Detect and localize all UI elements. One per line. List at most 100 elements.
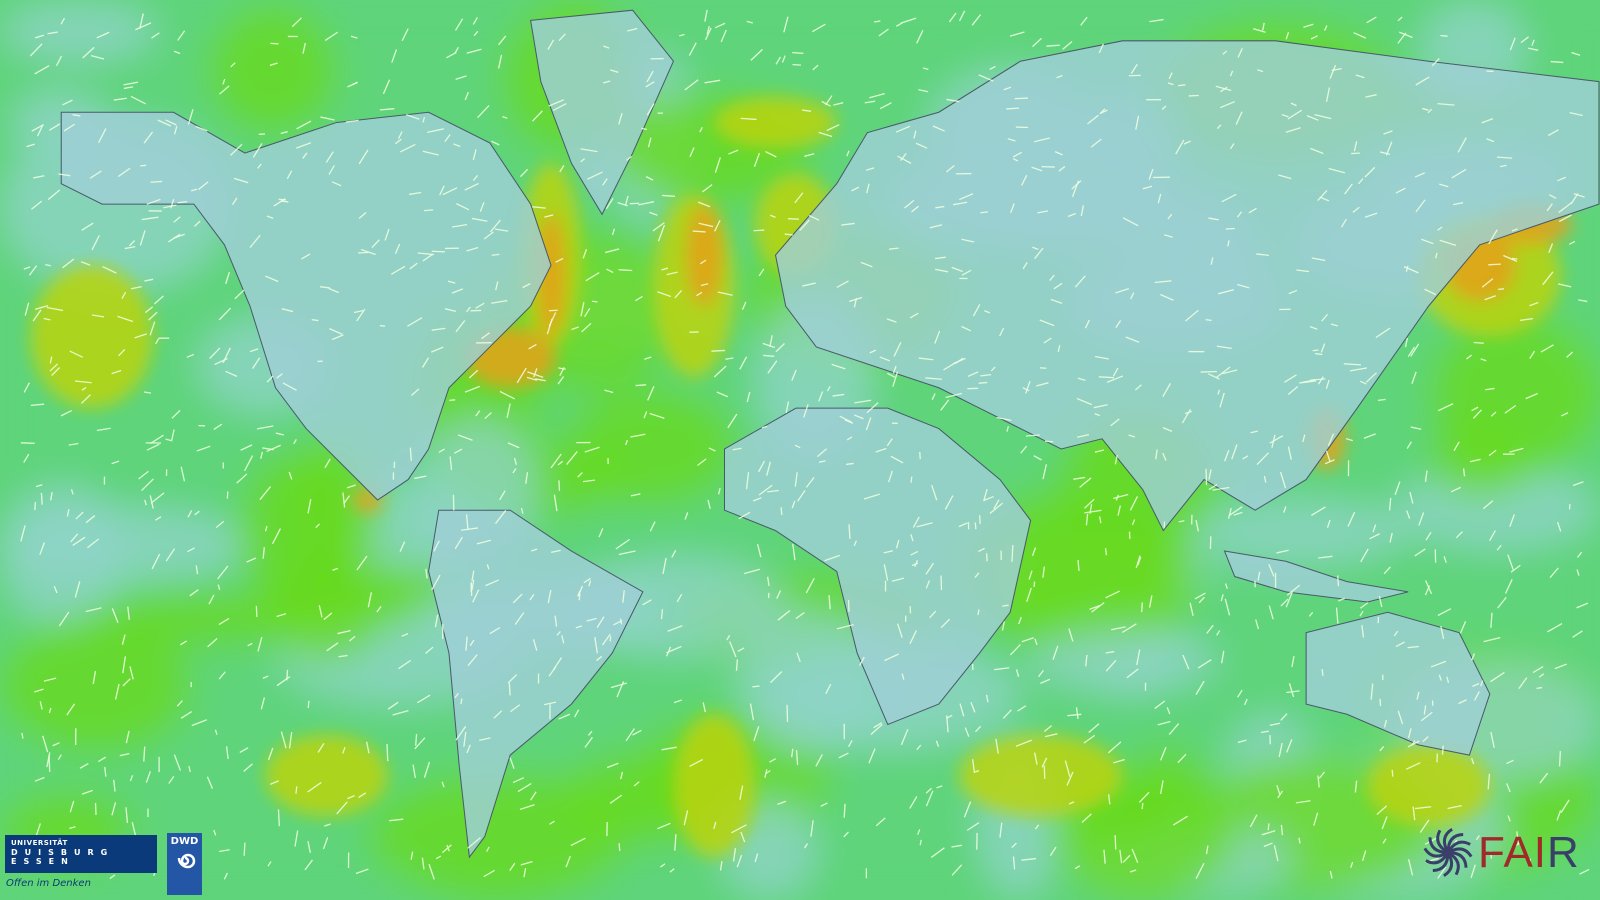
wind-streak	[471, 579, 475, 591]
wind-streak	[558, 480, 561, 491]
wind-streak	[1353, 32, 1367, 39]
wind-streak	[1437, 102, 1455, 106]
wind-streak	[978, 547, 985, 553]
wind-streak	[491, 299, 508, 304]
wind-streak	[1557, 176, 1566, 182]
wind-streak	[558, 33, 566, 42]
wind-streak	[153, 295, 164, 305]
wind-streak	[1285, 127, 1301, 133]
wind-streak	[189, 589, 199, 597]
wind-streak	[554, 615, 558, 627]
wind-streak	[1291, 656, 1295, 668]
wind-streak	[994, 667, 1010, 671]
wind-streak	[1511, 228, 1518, 232]
wind-streak	[1286, 739, 1293, 753]
wind-streak	[1406, 762, 1421, 770]
wind-streak	[465, 636, 468, 651]
wind-streak	[609, 636, 612, 642]
wind-streak	[1073, 476, 1086, 480]
wind-streak	[916, 30, 924, 44]
wind-streak	[234, 289, 245, 300]
wind-streak	[802, 282, 816, 287]
wind-streak	[213, 423, 223, 430]
wind-streak	[528, 343, 537, 350]
land-masses	[60, 9, 1600, 859]
wind-streak	[219, 85, 230, 95]
wind-streak	[544, 214, 554, 218]
wind-streak	[358, 211, 367, 220]
wind-streak	[1208, 217, 1219, 221]
wind-streak	[708, 447, 716, 452]
wind-streak	[239, 747, 249, 753]
wind-streak	[295, 786, 298, 794]
wind-streak	[945, 392, 963, 399]
wind-streak	[1488, 530, 1497, 542]
wind-streak	[1381, 816, 1388, 830]
wind-streak	[394, 243, 401, 255]
wind-streak	[1033, 752, 1038, 765]
wind-streak	[1407, 728, 1412, 739]
wind-streak	[606, 762, 619, 769]
wind-streak	[596, 616, 605, 628]
wind-streak	[1506, 783, 1511, 793]
wind-streak	[317, 742, 325, 753]
wind-streak	[739, 356, 748, 370]
wind-streak	[854, 414, 864, 420]
wind-streak	[1107, 741, 1122, 754]
wind-streak	[851, 186, 860, 192]
wind-streak	[190, 188, 198, 192]
wind-streak	[1412, 806, 1416, 821]
wind-streak	[21, 732, 24, 739]
wind-streak	[1532, 665, 1544, 674]
wind-streak	[1224, 598, 1231, 616]
wind-streak	[111, 608, 119, 624]
wind-streak	[213, 829, 217, 836]
wind-streak	[535, 378, 546, 382]
wind-streak	[566, 451, 578, 465]
wind-streak	[1554, 663, 1567, 670]
wind-streak	[843, 831, 849, 838]
wind-streak	[1420, 711, 1433, 722]
wind-streak	[1178, 84, 1186, 87]
wind-streak	[606, 268, 614, 274]
wind-streak	[1215, 85, 1232, 92]
wind-streak	[441, 844, 452, 854]
wind-streak	[367, 592, 372, 608]
wind-streak	[1094, 449, 1105, 453]
wind-streak	[495, 281, 499, 291]
wind-streak	[66, 703, 76, 716]
wind-streak	[646, 103, 655, 116]
wind-streak	[918, 357, 934, 361]
strong-wind-patch	[1367, 744, 1490, 827]
wind-streak	[467, 837, 481, 849]
wind-streak	[886, 438, 893, 447]
wind-streak	[195, 125, 208, 132]
wind-streak	[163, 204, 177, 209]
wind-streak	[1471, 653, 1476, 661]
wind-streak	[727, 413, 738, 429]
wind-streak	[324, 31, 339, 42]
wind-streak	[423, 761, 431, 778]
wind-streak	[233, 177, 249, 184]
wind-streak	[435, 855, 442, 860]
wind-streak	[1159, 780, 1164, 795]
wind-streak	[1014, 97, 1028, 100]
wind-streak	[512, 593, 523, 604]
fair-text-end: R	[1547, 827, 1580, 877]
wind-streak	[1114, 454, 1118, 465]
wind-streak	[652, 222, 665, 232]
wind-streak	[347, 795, 355, 800]
wind-streak	[738, 511, 751, 520]
wind-streak	[1040, 678, 1051, 684]
wind-streak	[222, 347, 231, 364]
wind-streak	[481, 332, 490, 340]
wind-streak	[1034, 824, 1040, 830]
wind-streak	[1370, 683, 1374, 700]
wind-streak	[1262, 22, 1265, 31]
wind-streak	[260, 451, 264, 459]
wind-streak	[1157, 193, 1162, 204]
wind-streak	[329, 328, 343, 335]
wind-streak	[848, 524, 851, 539]
wind-streak	[918, 88, 929, 93]
